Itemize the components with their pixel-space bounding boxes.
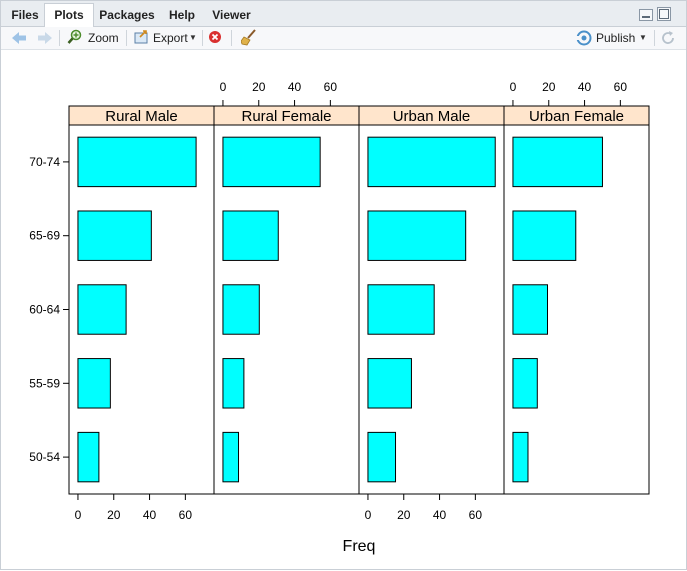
- tab-files[interactable]: Files: [5, 3, 45, 26]
- bar: [512, 358, 538, 409]
- broom-icon[interactable]: [241, 29, 257, 46]
- back-arrow-icon[interactable]: [11, 31, 27, 45]
- toolbar-separator: [59, 30, 60, 46]
- toolbar-separator: [654, 30, 655, 46]
- bar: [222, 431, 240, 483]
- plot-viewer: Rural Male 0 20 40 60 Rural Female 0 20 40 60 Urba…: [6, 51, 681, 566]
- x-tick-label: 0: [365, 508, 372, 522]
- x-tick-label: 20: [397, 508, 411, 522]
- bar: [77, 284, 127, 335]
- zoom-label: Zoom: [88, 31, 119, 45]
- x-tick-label: 60: [469, 508, 483, 522]
- x-tick-label: 20: [252, 80, 266, 94]
- minimize-pane-button[interactable]: [639, 9, 653, 21]
- forward-arrow-icon[interactable]: [37, 31, 53, 45]
- bar: [77, 136, 197, 188]
- tab-packages-label: Packages: [99, 8, 155, 22]
- panel-strip-label: Urban Female: [529, 108, 624, 125]
- toolbar-separator: [231, 30, 232, 46]
- bar: [367, 358, 412, 409]
- x-tick-label: 40: [288, 80, 302, 94]
- remove-plot-icon[interactable]: [208, 30, 222, 44]
- x-axis-title: Freq: [343, 538, 376, 555]
- chevron-down-icon: ▼: [639, 33, 647, 42]
- bar: [367, 284, 435, 335]
- bar: [77, 431, 100, 483]
- bar: [77, 210, 152, 261]
- publish-label: Publish: [596, 31, 636, 45]
- maximize-icon: [659, 9, 669, 19]
- x-tick-label: 0: [510, 80, 517, 94]
- tab-viewer[interactable]: Viewer: [203, 3, 260, 26]
- bar: [512, 210, 577, 261]
- export-label: Export: [153, 31, 188, 45]
- x-tick-label: 60: [179, 508, 193, 522]
- tab-viewer-label: Viewer: [212, 8, 251, 22]
- minimize-icon: [642, 16, 650, 18]
- bar: [222, 358, 245, 409]
- panel-strip-label: Urban Male: [393, 108, 471, 125]
- y-tick-label: 60-64: [29, 303, 60, 317]
- tab-help[interactable]: Help: [160, 3, 204, 26]
- x-tick-label: 60: [614, 80, 628, 94]
- y-tick-label: 70-74: [29, 155, 60, 169]
- tab-packages[interactable]: Packages: [93, 3, 161, 26]
- plots-toolbar: Zoom Export ▼ Publish: [1, 27, 686, 50]
- bar: [367, 210, 467, 261]
- toolbar-separator: [202, 30, 203, 46]
- bar: [367, 431, 397, 483]
- bar: [512, 136, 603, 188]
- pane-tab-bar: Files Plots Packages Help Viewer: [1, 1, 686, 27]
- zoom-icon: [67, 29, 82, 44]
- x-tick-label: 20: [107, 508, 121, 522]
- y-tick-label: 50-54: [29, 450, 60, 464]
- panel-strip: [503, 105, 650, 126]
- tab-plots[interactable]: Plots: [44, 3, 94, 27]
- bar: [77, 358, 111, 409]
- maximize-pane-button[interactable]: [657, 7, 671, 21]
- lattice-bar-chart: Rural Male 0 20 40 60 Rural Female 0 20 40 60 Urba…: [29, 80, 650, 555]
- zoom-button[interactable]: Zoom: [67, 27, 121, 49]
- chevron-down-icon: ▼: [189, 33, 197, 42]
- x-tick-label: 20: [542, 80, 556, 94]
- x-tick-label: 40: [433, 508, 447, 522]
- bar: [222, 284, 260, 335]
- refresh-icon[interactable]: [660, 30, 676, 46]
- tab-files-label: Files: [11, 8, 39, 22]
- bar: [222, 136, 321, 188]
- x-tick-label: 60: [324, 80, 338, 94]
- bar: [222, 210, 279, 261]
- x-tick-label: 40: [143, 508, 157, 522]
- toolbar-separator: [126, 30, 127, 46]
- tab-plots-label: Plots: [54, 8, 84, 22]
- x-tick-label: 0: [75, 508, 82, 522]
- publish-icon: [575, 30, 592, 46]
- bar: [512, 284, 549, 335]
- export-button[interactable]: Export ▼: [134, 27, 198, 49]
- export-icon: [134, 30, 148, 44]
- bar: [367, 136, 496, 188]
- panel-strip-label: Rural Female: [241, 108, 331, 125]
- panel-strip-label: Rural Male: [105, 108, 178, 125]
- y-tick-label: 55-59: [29, 376, 60, 390]
- x-tick-label: 40: [578, 80, 592, 94]
- y-tick-label: 65-69: [29, 229, 60, 243]
- x-tick-label: 0: [220, 80, 227, 94]
- tab-help-label: Help: [168, 8, 195, 22]
- publish-button[interactable]: Publish ▼: [575, 27, 651, 49]
- bar: [512, 431, 529, 483]
